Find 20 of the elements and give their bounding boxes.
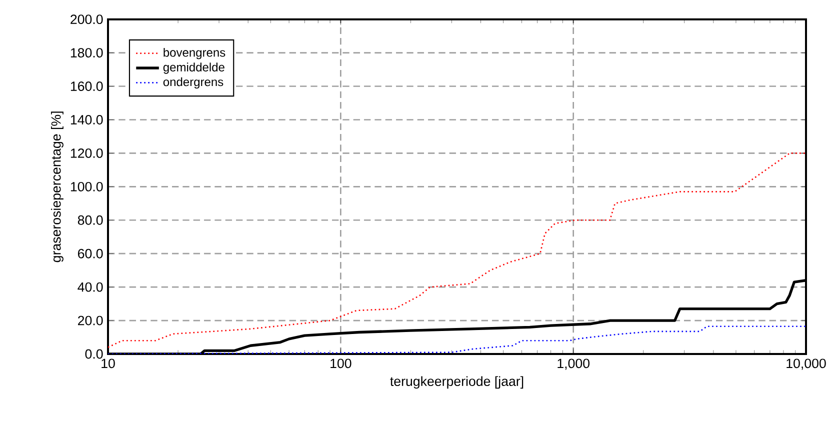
y-tick-label: 60.0 xyxy=(78,248,103,258)
y-tick-label: 180.0 xyxy=(70,48,103,58)
legend-label: bovengrens xyxy=(164,48,226,60)
y-axis-title: graserosiepercentage [%] xyxy=(51,112,64,262)
y-tick-label: 100.0 xyxy=(70,182,103,192)
x-tick-label: 10,000 xyxy=(786,358,826,370)
y-tick-label: 80.0 xyxy=(78,215,103,225)
y-tick-label: 140.0 xyxy=(70,115,103,124)
legend-label: gemiddelde xyxy=(163,62,224,74)
x-tick-label: 100 xyxy=(330,358,352,368)
y-tick-label: 200.0 xyxy=(70,14,103,24)
y-tick-label: 40.0 xyxy=(78,282,103,292)
x-axis-title: terugkeerperiode [jaar] xyxy=(390,376,524,389)
legend-label: ondergrens xyxy=(163,77,224,89)
x-tick-label: 10 xyxy=(102,358,115,368)
y-tick-label: 20.0 xyxy=(78,316,103,326)
y-tick-label: 120.0 xyxy=(70,148,103,158)
x-tick-label: 1,000 xyxy=(558,358,590,370)
y-tick-label: 0.0 xyxy=(85,349,103,359)
y-tick-label: 160.0 xyxy=(70,82,103,91)
